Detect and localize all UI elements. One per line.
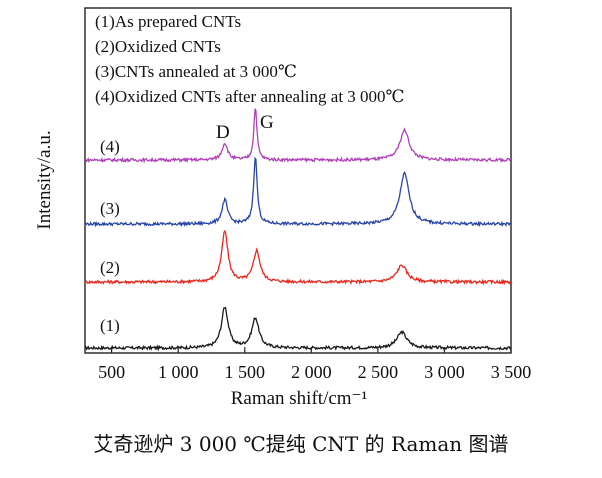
x-tick-label: 2 000	[291, 362, 332, 382]
x-tick-label: 500	[98, 362, 125, 382]
plot-frame	[84, 7, 512, 354]
x-tick-label: 3 000	[424, 362, 465, 382]
annotation-d: D	[216, 122, 230, 143]
series-line-3	[84, 156, 511, 228]
y-axis-label: Intensity/a.u.	[34, 130, 55, 229]
legend-entry-3: (3)CNTs annealed at 3 000℃	[95, 62, 297, 81]
series-line-4	[84, 108, 512, 164]
x-tick-label: 3 500	[491, 362, 532, 382]
series-layer	[84, 108, 512, 352]
figure-caption: 艾奇逊炉 3 000 ℃提纯 CNT 的 Raman 图谱	[93, 432, 509, 456]
series-line-2	[84, 229, 512, 286]
legend: (1)As prepared CNTs (2)Oxidized CNTs (3)…	[95, 12, 405, 106]
peak-annotations: D G	[216, 112, 274, 143]
x-tick-label: 1 500	[225, 362, 266, 382]
series-label-3: (3)	[100, 199, 120, 218]
series-label-1: (1)	[100, 316, 120, 335]
x-tick-label: 2 500	[358, 362, 399, 382]
series-line-1	[84, 307, 511, 352]
x-tick-label: 1 000	[158, 362, 199, 382]
legend-entry-1: (1)As prepared CNTs	[95, 12, 241, 31]
x-axis-label: Raman shift/cm⁻¹	[231, 388, 368, 409]
series-labels: (4) (3) (2) (1)	[100, 137, 120, 335]
annotation-g: G	[260, 112, 274, 133]
legend-entry-2: (2)Oxidized CNTs	[95, 37, 221, 56]
series-label-2: (2)	[100, 258, 120, 277]
tick-layer: 500 1 000 1 500 2 000 2 500 3 000 3 500	[98, 347, 531, 382]
series-label-4: (4)	[100, 137, 120, 156]
legend-entry-4: (4)Oxidized CNTs after annealing at 3 00…	[95, 87, 405, 106]
